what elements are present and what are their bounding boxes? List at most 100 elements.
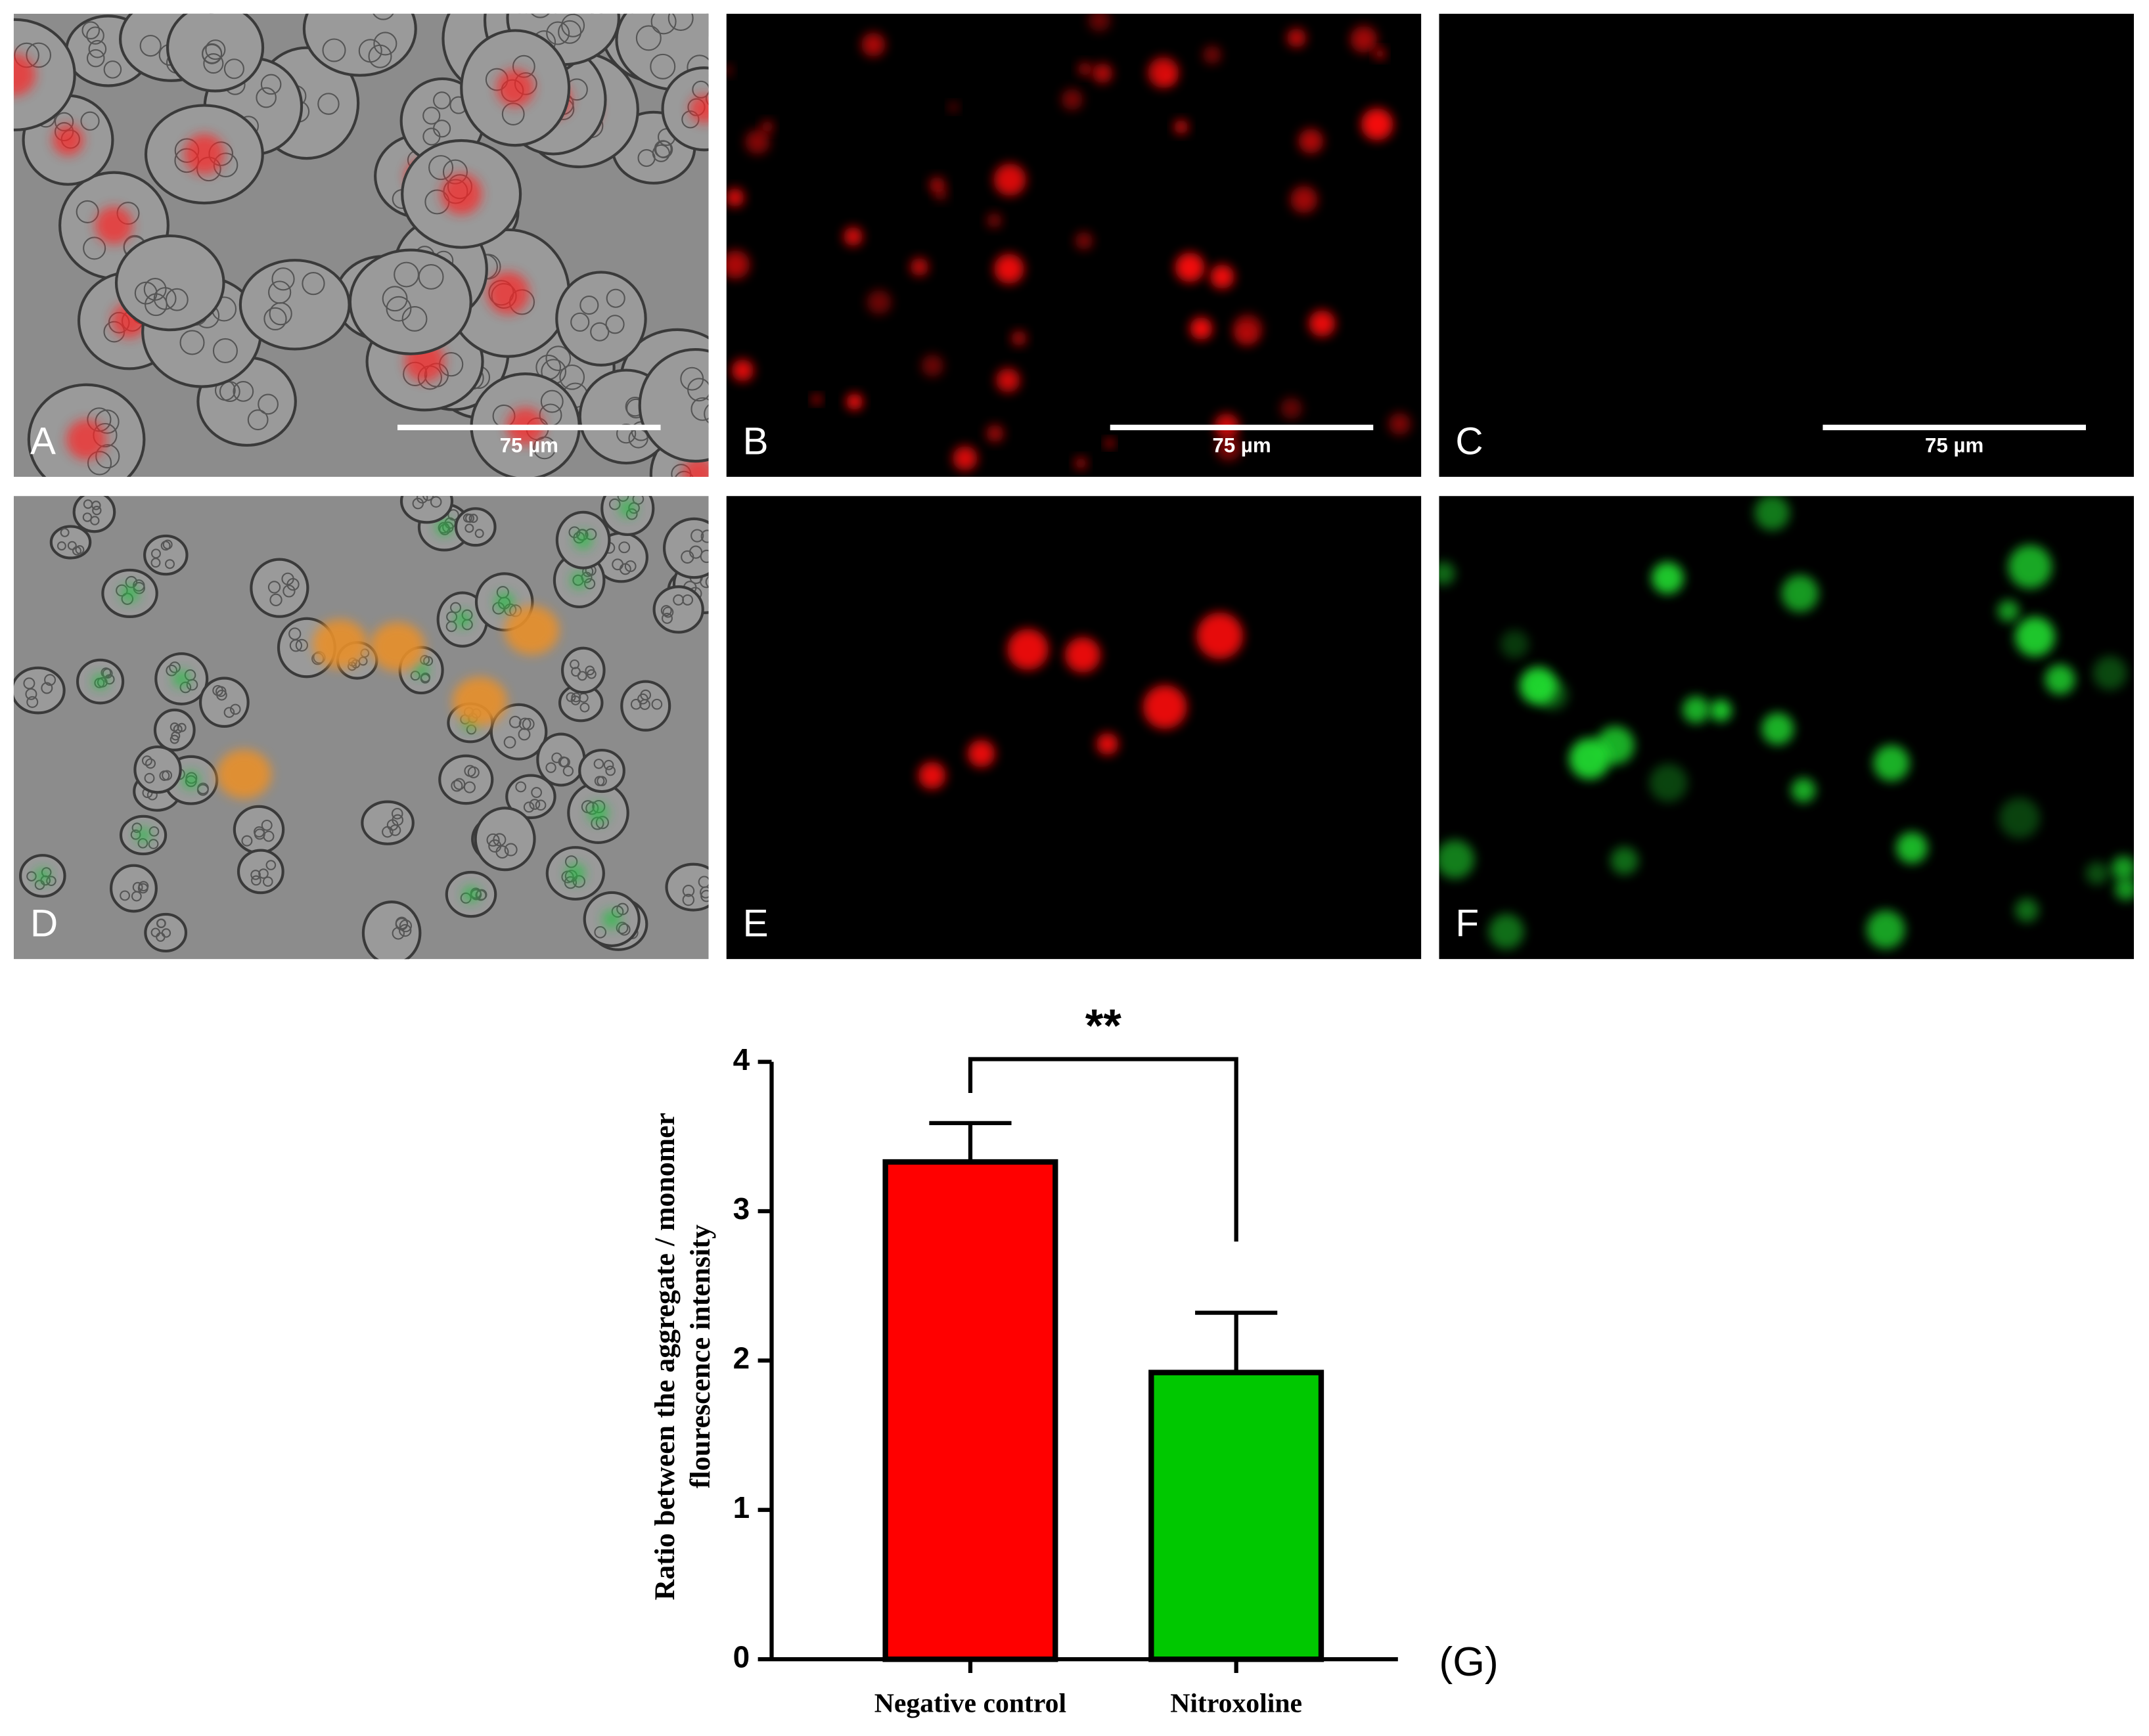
cell bbox=[662, 517, 709, 579]
stain bbox=[435, 518, 453, 537]
micrograph: F bbox=[1439, 496, 2135, 960]
granule bbox=[624, 560, 637, 572]
granule bbox=[141, 755, 152, 767]
granule bbox=[205, 39, 226, 60]
panel-label: A bbox=[30, 420, 56, 462]
stain bbox=[761, 120, 774, 133]
stain bbox=[1075, 232, 1093, 250]
stain bbox=[1210, 264, 1234, 289]
granule bbox=[559, 364, 585, 390]
cell bbox=[505, 774, 556, 820]
stain bbox=[921, 354, 944, 377]
granule bbox=[260, 74, 282, 95]
granule bbox=[447, 509, 459, 521]
micrograph: C 75 µm bbox=[1439, 13, 2135, 477]
significance-label: ** bbox=[1085, 1000, 1122, 1052]
stain bbox=[1649, 763, 1688, 803]
stain bbox=[1488, 914, 1524, 950]
bar bbox=[1148, 1369, 1324, 1662]
granule bbox=[269, 593, 283, 606]
granule bbox=[535, 799, 547, 811]
granule bbox=[256, 87, 277, 108]
granule bbox=[597, 776, 607, 786]
granule bbox=[518, 717, 532, 730]
cell bbox=[438, 754, 494, 805]
granule bbox=[425, 484, 435, 494]
granule bbox=[166, 664, 178, 677]
stain bbox=[1142, 685, 1187, 729]
stain bbox=[949, 102, 959, 112]
stain bbox=[1361, 108, 1393, 141]
panel-background bbox=[726, 496, 1422, 960]
granule bbox=[143, 278, 167, 301]
granule bbox=[247, 409, 269, 431]
cell bbox=[555, 271, 647, 367]
stain bbox=[1388, 412, 1411, 435]
granule bbox=[82, 512, 93, 522]
granule bbox=[229, 703, 241, 715]
bar bbox=[882, 1159, 1058, 1662]
granule bbox=[165, 559, 175, 569]
x-tick-label: Nitroxoline bbox=[1170, 1689, 1302, 1719]
granule bbox=[450, 602, 462, 613]
granule bbox=[44, 674, 57, 686]
granule bbox=[493, 833, 507, 847]
granule bbox=[618, 541, 631, 554]
stain bbox=[1791, 778, 1816, 803]
granule bbox=[418, 264, 444, 290]
granule bbox=[662, 612, 673, 624]
granule bbox=[223, 707, 235, 718]
granule bbox=[92, 505, 102, 516]
granule bbox=[700, 529, 709, 543]
granule bbox=[531, 13, 550, 18]
stain bbox=[120, 583, 139, 603]
granule bbox=[605, 765, 616, 776]
stain bbox=[1190, 317, 1213, 340]
stain bbox=[1439, 839, 1475, 879]
panel-label: B bbox=[743, 420, 769, 462]
granule bbox=[586, 669, 597, 679]
stain bbox=[910, 257, 929, 277]
granule bbox=[522, 717, 535, 730]
micrograph: B 75 µm bbox=[726, 13, 1422, 477]
stain bbox=[1439, 562, 1455, 585]
cell bbox=[652, 585, 704, 634]
granule bbox=[0, 70, 4, 95]
granule bbox=[430, 496, 442, 508]
stain bbox=[602, 909, 622, 929]
stain bbox=[1280, 397, 1302, 420]
stain bbox=[66, 419, 107, 460]
granule bbox=[509, 715, 522, 728]
granule bbox=[41, 682, 53, 694]
stain bbox=[1754, 496, 1790, 531]
granule bbox=[132, 881, 143, 893]
granule bbox=[577, 671, 587, 681]
granule bbox=[83, 499, 93, 509]
panel-label: C bbox=[1455, 420, 1483, 462]
stain bbox=[726, 65, 733, 76]
stain bbox=[1309, 310, 1336, 337]
granule bbox=[0, 89, 9, 114]
stain bbox=[504, 606, 560, 656]
cell bbox=[237, 849, 284, 895]
stain bbox=[953, 446, 978, 471]
cell bbox=[665, 862, 709, 912]
granule bbox=[445, 621, 457, 633]
granule bbox=[138, 881, 149, 892]
granule bbox=[545, 762, 556, 773]
stain bbox=[1781, 575, 1819, 612]
stain bbox=[1997, 600, 2020, 622]
cell bbox=[143, 534, 189, 576]
granule bbox=[606, 288, 625, 308]
cell bbox=[238, 259, 351, 351]
granule bbox=[710, 114, 727, 130]
cell bbox=[454, 507, 497, 547]
granule bbox=[156, 918, 166, 928]
granule bbox=[254, 828, 265, 840]
stain bbox=[1610, 846, 1639, 875]
stain bbox=[1682, 696, 1710, 724]
stain bbox=[861, 32, 886, 57]
granule bbox=[422, 496, 434, 501]
stain bbox=[726, 188, 744, 207]
